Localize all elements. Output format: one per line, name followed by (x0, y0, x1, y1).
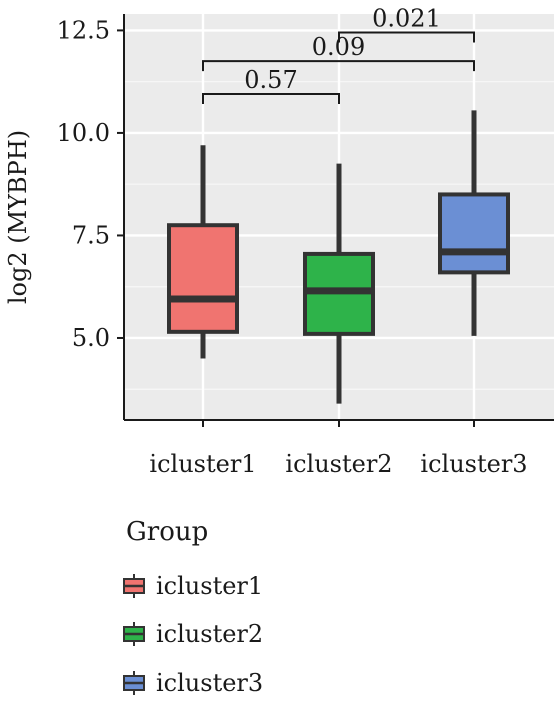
axes: 5.0 7.5 10.0 12.5 icluster1 icluster2 icluster… (57, 14, 554, 478)
y-tick-label: 7.5 (72, 221, 110, 249)
box-body (438, 192, 510, 275)
box-icluster1 (167, 145, 239, 359)
x-tick-label: icluster3 (420, 450, 527, 478)
p-value-label: 0.57 (244, 66, 297, 94)
box-body (167, 223, 239, 334)
legend-label: icluster1 (156, 572, 263, 600)
box-icluster3 (438, 110, 510, 336)
legend: Group icluster1 icluster2 icluster3 (123, 517, 263, 697)
legend-item-icluster2: icluster2 (123, 620, 263, 648)
x-tick-label: icluster1 (149, 450, 256, 478)
box-series (167, 110, 510, 404)
legend-item-icluster3: icluster3 (123, 669, 263, 697)
y-axis-title: log2 (MYBPH) (4, 130, 32, 304)
bracket-line (202, 92, 340, 104)
x-tick-label: icluster2 (285, 450, 392, 478)
legend-title: Group (126, 517, 208, 547)
comparison-brackets: 0.570.090.021 (202, 4, 475, 104)
p-value-label: 0.021 (372, 4, 441, 32)
bracket-line (202, 60, 475, 72)
y-tick-label: 10.0 (57, 119, 110, 147)
legend-label: icluster3 (156, 669, 263, 697)
bracket-line (338, 31, 475, 43)
y-tick-label: 5.0 (72, 324, 110, 352)
y-tick-label: 12.5 (57, 16, 110, 44)
box-icluster2 (303, 163, 375, 404)
comparison-bracket: 0.57 (202, 66, 340, 104)
legend-label: icluster2 (156, 620, 263, 648)
legend-item-icluster1: icluster1 (123, 572, 263, 600)
comparison-bracket: 0.021 (338, 4, 475, 43)
